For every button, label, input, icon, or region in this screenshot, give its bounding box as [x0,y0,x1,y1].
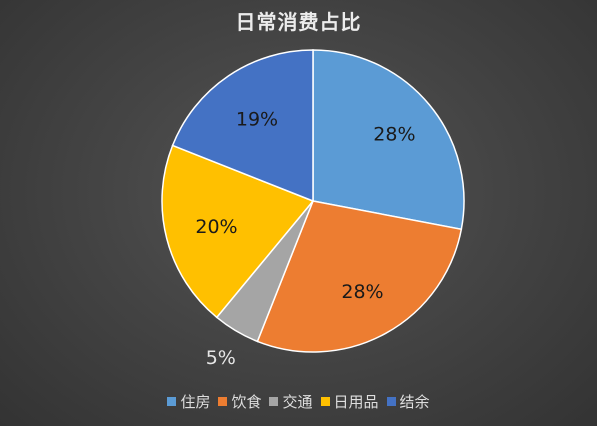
legend-swatch-2 [269,397,279,406]
pie-slice-1 [256,200,463,353]
legend-label-1: 饮食 [231,393,262,411]
legend-item-0: 住房 [167,391,210,412]
pie-slice-4 [171,49,314,203]
data-label-0: 28% [373,124,415,146]
pie-slice-0 [312,49,465,231]
data-label-3: 20% [195,216,237,238]
legend-label-2: 交通 [282,393,313,411]
legend-swatch-3 [320,397,330,406]
data-label-2: 5% [206,347,236,369]
legend-label-0: 住房 [180,393,211,411]
legend-item-2: 交通 [269,391,313,412]
legend-label-4: 结余 [399,393,430,411]
legend-item-1: 饮食 [218,391,261,412]
legend-label-3: 日用品 [333,393,379,411]
pie-slice-3 [161,144,315,319]
data-label-1: 28% [341,281,383,303]
legend-item-4: 结余 [386,391,430,412]
legend-swatch-1 [218,397,228,406]
data-label-4: 19% [236,109,278,131]
legend-swatch-4 [386,397,396,406]
legend-swatch-0 [167,397,177,406]
chart-title: 日常消费占比 [235,10,362,34]
legend: 住房 饮食 交通 日用品 结余 [0,391,597,412]
legend-item-3: 日用品 [320,391,379,412]
